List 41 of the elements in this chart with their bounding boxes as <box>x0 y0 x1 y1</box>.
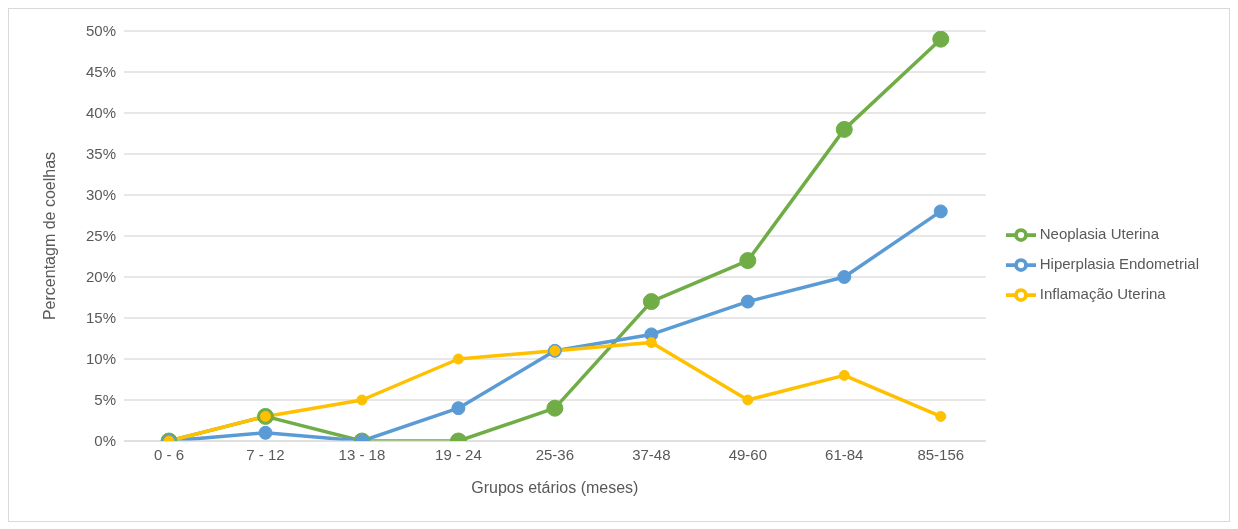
x-tick-label: 37-48 <box>632 445 671 463</box>
legend-label: Inflamação Uterina <box>1039 284 1166 302</box>
x-tick-label: 7 - 12 <box>246 445 285 463</box>
y-tick-label: 20% <box>85 268 116 286</box>
point <box>356 394 368 406</box>
y-tick-label: 35% <box>85 145 116 163</box>
y-axis-title: Percentagm de coelhas <box>40 151 58 321</box>
point <box>546 399 564 417</box>
y-tick-label: 30% <box>85 186 116 204</box>
legend-label: Neoplasia Uterina <box>1039 224 1159 242</box>
legend-label: Hiperplasia Endometrial <box>1039 254 1199 272</box>
point <box>837 270 852 284</box>
point <box>739 252 757 270</box>
y-tick-label: 40% <box>85 104 116 122</box>
x-tick-label: 25-36 <box>535 445 575 463</box>
y-tick-label: 10% <box>85 350 116 368</box>
x-tick-label: 0 - 6 <box>153 445 185 463</box>
x-tick-label: 19 - 24 <box>435 445 482 463</box>
point <box>452 353 464 365</box>
point <box>932 31 950 48</box>
y-tick-label: 50% <box>85 22 116 40</box>
point <box>933 204 948 219</box>
y-tick-label: 25% <box>85 227 116 245</box>
x-tick-label: 85-156 <box>917 445 965 463</box>
x-tick-label: 61-84 <box>825 445 864 463</box>
x-tick-label: 49-60 <box>728 445 767 463</box>
x-axis-title: Grupos etários (meses) <box>471 479 639 496</box>
x-tick-label: 13 - 18 <box>338 445 386 463</box>
y-tick-label: 45% <box>85 63 116 81</box>
point <box>258 425 273 440</box>
point <box>645 337 657 349</box>
point <box>935 410 947 422</box>
point <box>838 369 850 381</box>
point <box>740 294 755 309</box>
y-tick-label: 0% <box>94 432 116 450</box>
point <box>835 120 853 138</box>
point <box>742 394 754 406</box>
point <box>451 401 466 416</box>
y-tick-label: 5% <box>94 391 116 409</box>
point <box>642 293 660 311</box>
y-tick-label: 15% <box>85 309 116 327</box>
